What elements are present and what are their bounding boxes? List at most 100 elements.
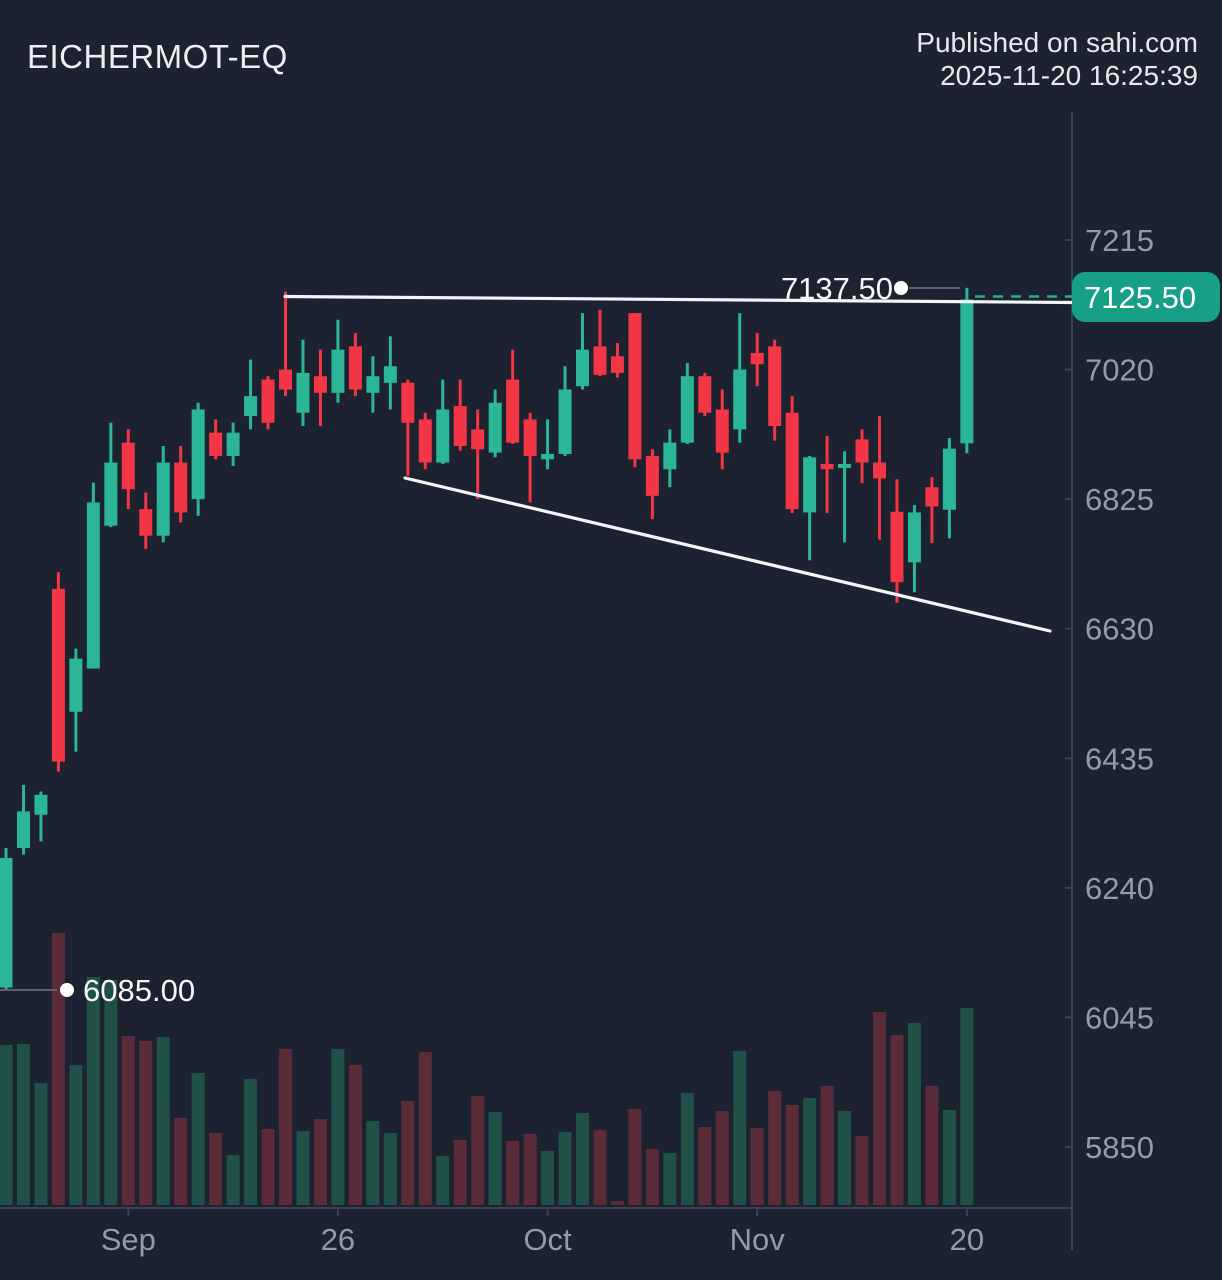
candlestick-series	[0, 287, 974, 991]
volume-bar	[506, 1141, 520, 1205]
candle-body	[593, 346, 607, 375]
candle-body	[34, 794, 48, 815]
volume-bar	[838, 1111, 852, 1205]
candle-body	[174, 462, 188, 513]
volume-bar	[733, 1051, 747, 1205]
candle-body	[523, 419, 537, 456]
candle-wick	[825, 436, 829, 514]
time-tick-label: Oct	[523, 1222, 572, 1257]
candle-body	[16, 811, 30, 848]
price-tick-label: 6045	[1085, 1000, 1154, 1035]
volume-bar	[820, 1086, 834, 1205]
volume-bar	[541, 1151, 555, 1205]
volume-bar	[576, 1113, 590, 1205]
candle-body	[104, 462, 118, 526]
candle-wick	[284, 291, 288, 397]
candle-body	[261, 379, 275, 423]
candle-wick	[249, 359, 253, 430]
time-tick-label: Nov	[730, 1222, 786, 1257]
candle-body	[226, 432, 240, 456]
volume-bar	[226, 1155, 240, 1205]
low-annotation-label: 6085.00	[83, 973, 195, 1008]
volume-bar	[348, 1065, 362, 1205]
candle-body	[296, 372, 310, 413]
volume-bar	[488, 1112, 502, 1205]
candle-body	[139, 509, 153, 536]
price-tick-label: 6825	[1085, 482, 1154, 517]
support-trendline	[403, 476, 1052, 633]
volume-bar	[768, 1091, 782, 1205]
candle-body	[156, 462, 170, 536]
candle-body	[51, 588, 65, 762]
candle-body	[209, 432, 223, 456]
candle-body	[576, 349, 590, 387]
resistance-trendline	[283, 294, 1074, 305]
candle-body	[244, 396, 258, 417]
candle-wick	[476, 409, 480, 500]
time-axis[interactable]: Sep 26 Oct Nov 20	[0, 1207, 1072, 1257]
volume-bar	[279, 1049, 293, 1205]
volume-bar	[960, 1008, 974, 1205]
candle-body	[663, 442, 677, 470]
volume-bar	[593, 1130, 607, 1205]
time-tick-label: 26	[321, 1222, 355, 1257]
candle-body	[890, 511, 904, 583]
volume-bar	[331, 1049, 345, 1205]
high-annotation-dot	[894, 281, 908, 295]
volume-bar	[855, 1136, 869, 1205]
candle-body	[925, 487, 939, 507]
candle-body	[69, 658, 83, 712]
candle-body	[715, 409, 729, 453]
candle-body	[348, 346, 362, 390]
last-price-label: 7125.50	[1072, 272, 1220, 322]
volume-series	[0, 933, 974, 1205]
volume-bar	[383, 1133, 397, 1205]
candle-body	[401, 382, 415, 423]
candle-body	[733, 369, 747, 430]
candle-body	[366, 376, 380, 393]
volume-bar	[663, 1153, 677, 1205]
candle-wick	[39, 791, 43, 842]
volume-bar	[453, 1140, 467, 1205]
volume-bar	[51, 933, 65, 1205]
volume-bar	[34, 1083, 48, 1205]
high-annotation: 7137.50	[781, 271, 960, 306]
price-tick-label: 6630	[1085, 612, 1154, 647]
candle-body	[383, 366, 397, 383]
candle-body	[873, 462, 886, 479]
candle-body	[86, 502, 100, 669]
volume-bar	[436, 1156, 450, 1205]
low-annotation: 6085.00	[0, 973, 195, 1008]
candle-body	[768, 346, 782, 427]
last-price-label-text: 7125.50	[1084, 280, 1196, 315]
candle-body	[488, 402, 502, 453]
last-price-label-box	[1072, 272, 1220, 322]
volume-bar	[785, 1105, 799, 1205]
time-tick-label: Sep	[101, 1222, 156, 1257]
volume-bar	[610, 1201, 624, 1205]
volume-bar	[750, 1128, 764, 1205]
candle-body	[471, 429, 485, 450]
candle-wick	[546, 419, 550, 470]
volume-bar	[925, 1086, 939, 1205]
candle-body	[855, 439, 869, 463]
price-tick-label: 6435	[1085, 741, 1154, 776]
volume-bar	[418, 1052, 432, 1205]
candle-body	[698, 376, 712, 413]
high-annotation-label: 7137.50	[781, 271, 893, 306]
candle-body	[750, 352, 764, 365]
candle-wick	[598, 309, 602, 377]
volume-bar	[803, 1098, 817, 1205]
volume-bar	[174, 1118, 188, 1205]
volume-bar	[523, 1134, 537, 1205]
candle-wick	[930, 477, 934, 543]
volume-bar	[16, 1044, 30, 1205]
volume-bar	[69, 1065, 83, 1205]
candle-body	[0, 857, 13, 988]
candle-body	[418, 419, 432, 463]
candle-body	[191, 409, 205, 500]
candle-body	[279, 369, 293, 390]
price-tick-label: 7215	[1085, 223, 1154, 258]
volume-bar	[645, 1149, 659, 1205]
